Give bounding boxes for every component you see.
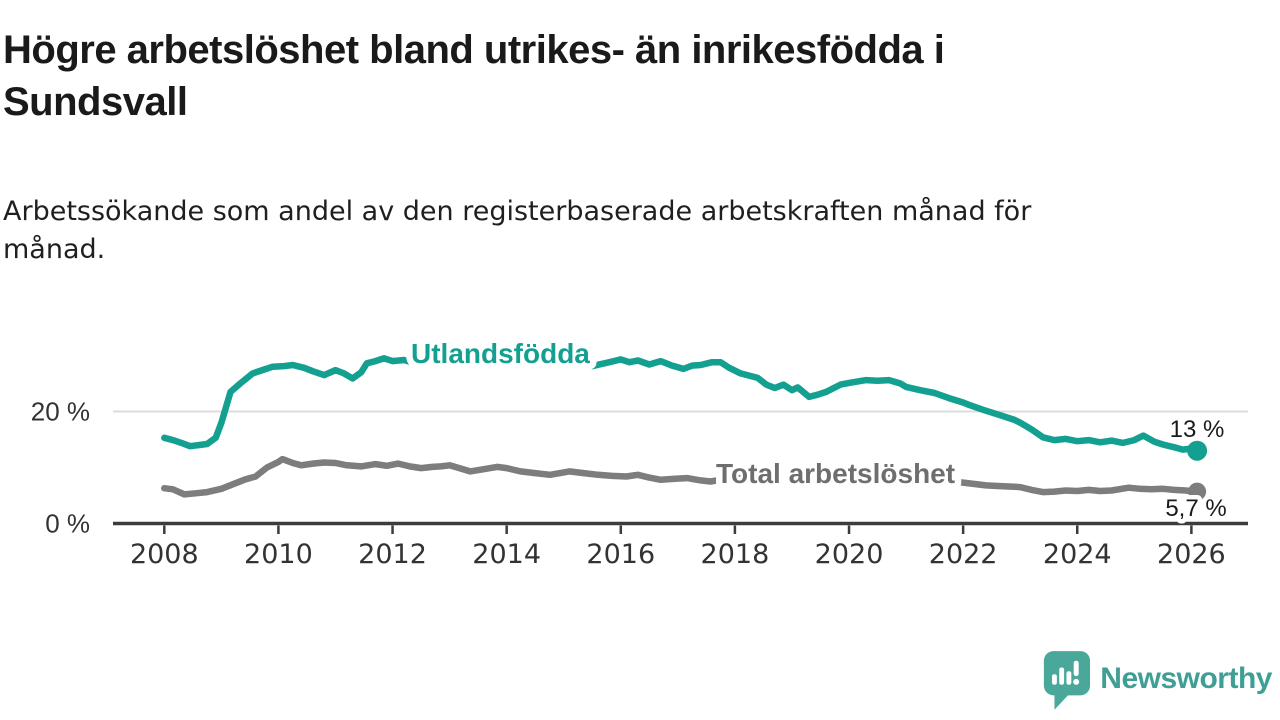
series-end-dot-1 xyxy=(1188,482,1207,501)
x-axis-tick-label-2016: 2016 xyxy=(586,539,655,570)
exclamation-dot xyxy=(1073,678,1080,685)
series-line-1 xyxy=(161,455,1201,498)
line-chart-svg: 20 % 0 % 2008 2010 2012 2014 2016 2018 2020 2022 2… xyxy=(31,332,1248,570)
bar-1 xyxy=(1052,674,1058,685)
x-axis-tick-label-2024: 2024 xyxy=(1043,539,1112,570)
x-axis-tick-label-2008: 2008 xyxy=(130,539,199,570)
y-axis-label-0: 0 % xyxy=(45,509,90,539)
chart-subtitle: Arbetssökande som andel av den registerb… xyxy=(3,193,1031,270)
unemployment-line-chart: 20 % 0 % 2008 2010 2012 2014 2016 2018 2020 2022 2… xyxy=(0,330,1280,600)
chart-title-line2: Sundsvall xyxy=(3,80,188,124)
newsworthy-wordmark: Newsworthy xyxy=(1100,662,1272,695)
chart-subtitle-line2: månad. xyxy=(3,234,106,266)
x-axis-tick-label-2026: 2026 xyxy=(1157,539,1226,570)
bar-3 xyxy=(1066,671,1072,685)
series-end-value-1: 5,7 % xyxy=(1165,495,1226,522)
x-axis-tick-label-2014: 2014 xyxy=(472,539,541,570)
x-axis-tick-label-2010: 2010 xyxy=(244,539,313,570)
x-axis-tick-label-2012: 2012 xyxy=(358,539,427,570)
series-end-dot-0 xyxy=(1187,440,1208,461)
newsworthy-logo[interactable]: Newsworthy xyxy=(1041,648,1272,710)
series-label-1: Total arbetslöshet xyxy=(716,458,955,489)
series-label-0: Utlandsfödda xyxy=(411,338,590,369)
chart-title: Högre arbetslöshet bland utrikes- än inr… xyxy=(3,24,945,128)
series-end-value-0: 13 % xyxy=(1170,416,1225,443)
x-axis-tick-label-2018: 2018 xyxy=(701,539,770,570)
y-axis-label-20: 20 % xyxy=(31,397,90,427)
chart-title-line1: Högre arbetslöshet bland utrikes- än inr… xyxy=(3,28,945,72)
x-axis-tick-label-2022: 2022 xyxy=(929,539,998,570)
bar-2 xyxy=(1059,667,1065,685)
chart-subtitle-line1: Arbetssökande som andel av den registerb… xyxy=(3,196,1032,227)
series-line-0 xyxy=(161,355,1201,454)
x-axis-tick-label-2020: 2020 xyxy=(815,539,884,570)
exclamation-bar xyxy=(1073,660,1079,677)
chart-speech-bubble-icon xyxy=(1044,651,1091,710)
